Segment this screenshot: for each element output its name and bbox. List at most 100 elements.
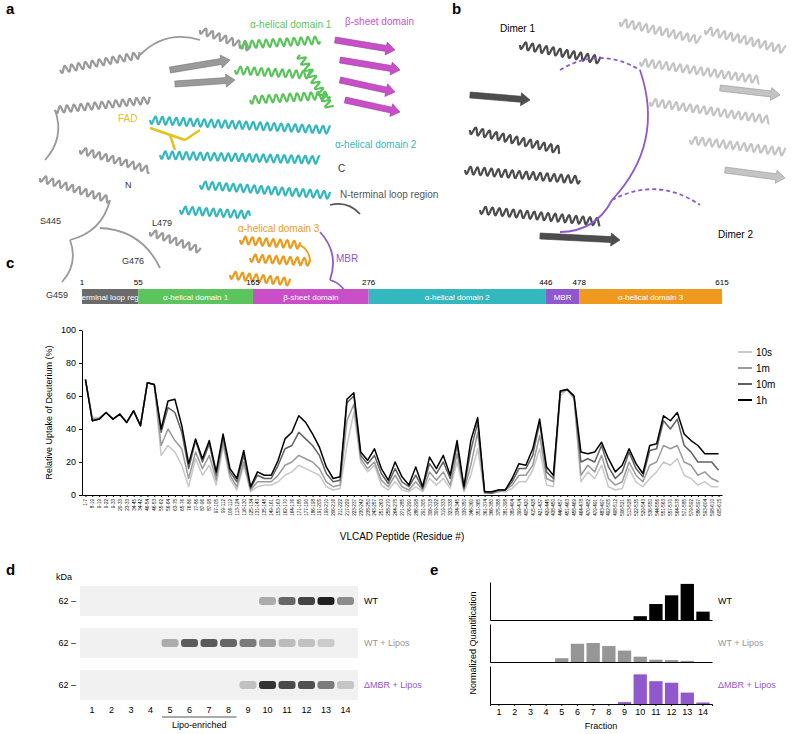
coil [100,228,160,268]
x-tick-mark [602,495,603,497]
structure-monomer [40,29,400,300]
x-tick-mark [202,495,203,497]
x-tick-mark [687,704,688,706]
y-tick: 80 [66,358,82,368]
y-tick-label: 100 [61,325,76,335]
blot-band [259,681,276,689]
domain-name: N-terminal loop region [71,293,150,302]
x-tick-label: 415-428 [531,499,536,516]
x-tick-mark [182,495,183,497]
helix [620,20,701,43]
x-tick-label: 513-528 [627,499,632,516]
x-tick-label: 429-445 [544,499,549,516]
legend: 10s1m10m1h [738,347,775,406]
bar [649,604,662,620]
x-tick-label: 99-112 [221,499,226,513]
x-tick-mark [533,495,534,497]
size-marker: 62 – [58,680,76,690]
blot-band [318,639,335,647]
coil [45,110,58,160]
x-tick-label: 571-585 [682,499,687,516]
blot-band [259,639,276,647]
bar [696,702,709,704]
x-tick: 579-592 [689,495,694,516]
x-tick-label: 23-33 [125,499,130,511]
x-tick-mark [464,495,465,497]
series-line [85,380,718,494]
blot-band [318,681,335,689]
x-tick: 319-333 [441,495,446,516]
x-tick-label: 593-604 [703,499,708,516]
x-tick-label: 276-290 [407,499,412,516]
helix [235,67,310,79]
lane-number: 2 [109,705,114,715]
x-tick-mark [196,495,197,497]
x-tick-mark [643,495,644,497]
coil [560,58,640,70]
bar [586,643,599,662]
x-tick-label: 319-333 [441,499,446,516]
x-tick-label: 2 [512,707,517,717]
x-tick: 63-75 [173,495,178,511]
bar [555,620,568,621]
x-tick-label: 334-345 [455,499,460,516]
x-tick-label: 579-592 [689,499,694,516]
structure-label: L479 [152,218,172,228]
series-label: WT [718,596,732,606]
x-tick-label: 34-45 [132,499,137,511]
x-tick: 492-505 [606,495,611,516]
bar [524,620,537,621]
x-tick-mark [216,495,217,497]
y-tick-label: 0 [71,490,76,500]
lane-number: 4 [148,705,153,715]
x-tick: 243-257 [372,495,377,516]
lane-number: 13 [321,705,331,715]
x-tick-mark [560,495,561,497]
x-tick: 6 [575,704,580,717]
x-tick-label: 544-556 [655,499,660,516]
domain-boundary: 446 [539,278,553,287]
x-axis-line [491,662,713,663]
y-tick-mark [79,330,82,331]
domain-segment [579,289,722,304]
x-tick: 13 [682,704,692,717]
blot-row-label: ΔMBR + Lipos [364,680,422,690]
y-tick: 100 [61,325,82,335]
x-tick: 46-54 [145,495,150,511]
bar [665,595,678,620]
lipo-bracket [162,717,237,718]
x-tick: 309-322 [434,495,439,516]
x-tick: 306-318 [427,495,432,516]
x-tick: 446-457 [558,495,563,516]
bar [696,662,709,663]
x-tick: 479-491 [593,495,598,516]
x-tick: 177-190 [304,495,309,516]
x-tick: 421-437 [538,495,543,516]
helix [150,231,201,253]
x-tick-label: 97-105 [214,499,219,514]
x-tick-mark [530,704,531,706]
bar [586,620,599,621]
coil [320,232,333,280]
x-tick-mark [719,495,720,497]
x-tick: 366-380 [489,495,494,516]
y-tick: 60 [66,391,82,401]
x-tick: 238-250 [366,495,371,516]
x-tick: 605-615 [717,495,722,516]
panel-label: c [6,254,14,271]
x-tick-mark [505,495,506,497]
x-tick: 1 [497,704,502,717]
legend-swatch [738,383,752,385]
figure: abcdeα-helical domain 1β-sheet domainFAD… [0,0,798,734]
bar [602,620,615,621]
x-tick: 458-469 [572,495,577,516]
x-tick-mark [374,495,375,497]
x-tick-mark [99,495,100,497]
bar [571,644,584,662]
bar [649,660,662,662]
x-tick-label: 5 [559,707,564,717]
x-tick-label: 451-463 [565,499,570,516]
bar [618,702,631,704]
bar [492,704,505,705]
x-tick-label: 223-237 [352,499,357,516]
